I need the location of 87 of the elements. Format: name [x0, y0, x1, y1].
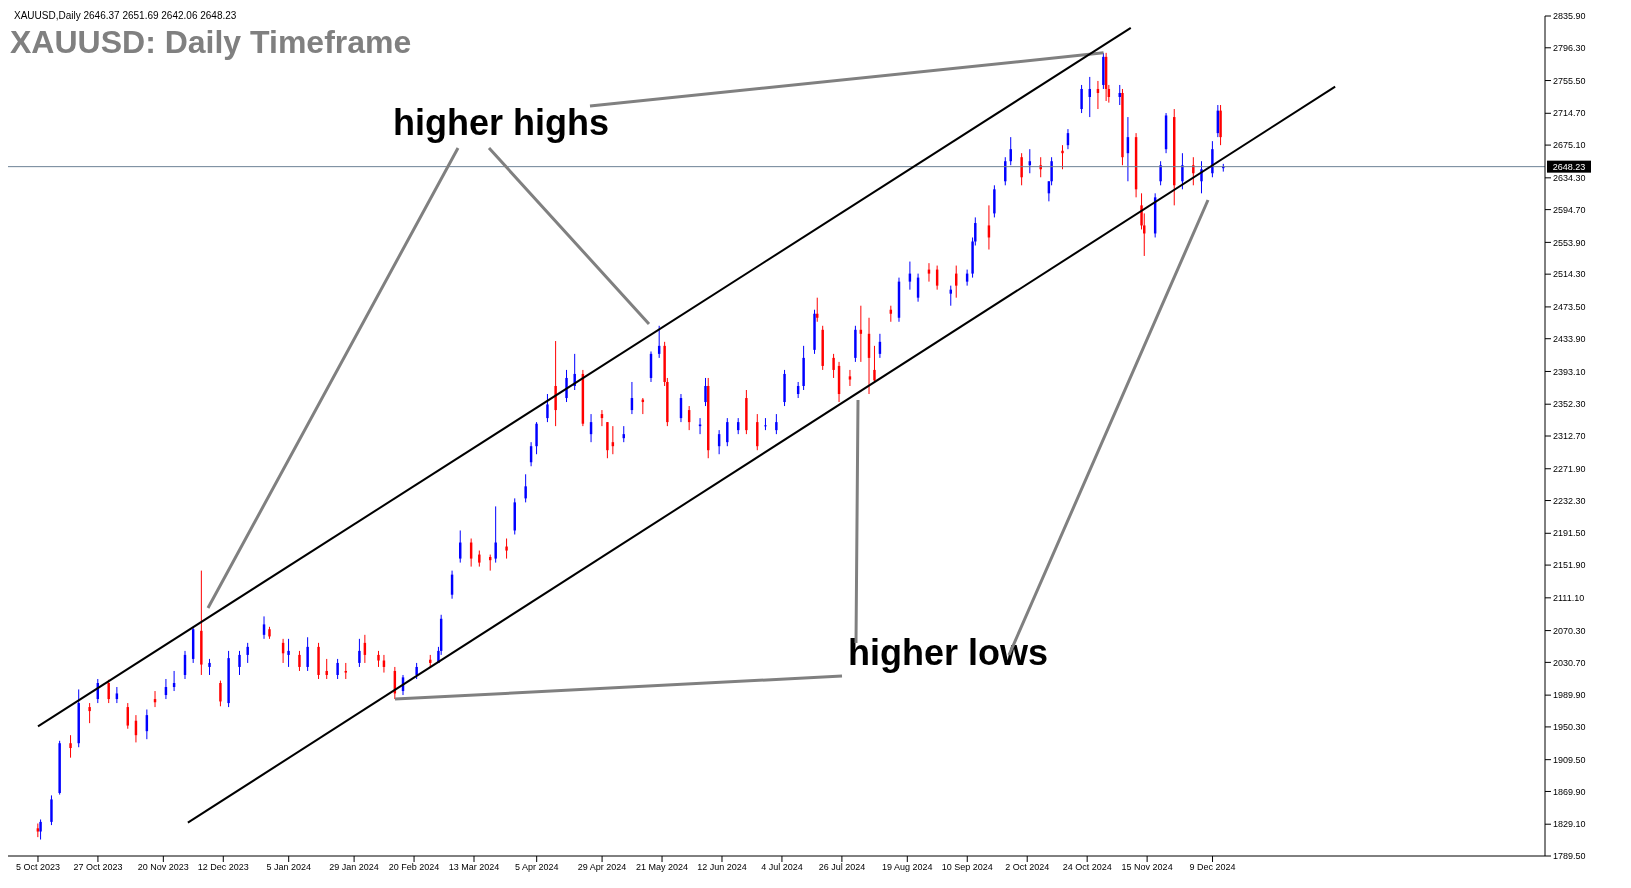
y-tick-label: 1989.90 [1553, 690, 1586, 701]
y-tick-label: 2151.90 [1553, 560, 1586, 571]
x-tick-label: 4 Jul 2024 [761, 862, 803, 873]
candlestick [298, 650, 301, 672]
candlestick [704, 377, 707, 407]
x-tick-label: 29 Apr 2024 [577, 862, 627, 873]
y-tick-label: 2352.30 [1553, 399, 1586, 410]
x-tick-label: 15 Nov 2024 [1121, 862, 1173, 873]
y-tick-label: 2473.50 [1553, 302, 1586, 313]
candlestick [325, 658, 328, 680]
candlestick [505, 538, 508, 560]
candlestick [832, 353, 835, 379]
candlestick [873, 345, 876, 383]
candlestick [764, 417, 767, 431]
y-tick-label: 1909.50 [1553, 754, 1586, 765]
y-tick-label: 2191.50 [1553, 528, 1586, 539]
y-tick-label: 2393.10 [1553, 366, 1586, 377]
x-tick-label: 19 Aug 2024 [882, 862, 933, 873]
x-tick-label: 21 May 2024 [636, 862, 689, 873]
x-tick-label: 24 Oct 2024 [1062, 862, 1112, 873]
x-tick-label: 9 Dec 2024 [1189, 862, 1236, 873]
candlestick [69, 734, 72, 759]
chart-title: XAUUSD: Daily Timeframe [10, 24, 412, 61]
x-tick-label: 12 Dec 2023 [197, 862, 249, 873]
y-tick-label: 2835.90 [1553, 11, 1586, 22]
candlestick [1039, 156, 1042, 178]
candlestick [1080, 84, 1083, 114]
x-tick-label: 5 Apr 2024 [514, 862, 559, 873]
candlestick [848, 369, 852, 387]
candlestick [565, 369, 568, 403]
y-tick-label: 1950.30 [1553, 722, 1586, 733]
candlestick [238, 650, 241, 676]
candlestick [1061, 144, 1064, 170]
candlestick [287, 638, 290, 668]
y-tick-label: 2675.10 [1553, 140, 1586, 151]
candlestick [546, 393, 549, 423]
candlestick [726, 417, 729, 447]
y-tick-label: 2271.90 [1553, 463, 1586, 474]
candlestick [1192, 156, 1195, 186]
y-tick-label: 2433.90 [1553, 333, 1586, 344]
candlestick [1200, 160, 1203, 194]
x-tick-label: 2 Oct 2024 [1005, 862, 1050, 873]
y-tick-label: 2312.70 [1553, 431, 1586, 442]
y-tick-label: 1869.90 [1553, 786, 1586, 797]
candlestick [336, 658, 339, 680]
candlestick [50, 794, 53, 826]
candlestick [1181, 152, 1184, 190]
y-tick-label: 2714.70 [1553, 108, 1586, 119]
x-tick-label: 5 Oct 2023 [15, 862, 60, 873]
x-tick-label: 20 Feb 2024 [388, 862, 440, 873]
y-tick-label: 2553.90 [1553, 237, 1586, 248]
y-tick-label: 2755.50 [1553, 75, 1586, 86]
x-tick-label: 27 Oct 2023 [73, 862, 123, 873]
candlestick [535, 421, 538, 455]
candlestick [219, 680, 222, 707]
x-tick-label: 10 Sep 2024 [941, 862, 993, 873]
chart-subtitle: XAUUSD,Daily 2646.37 2651.69 2642.06 2648.23 [14, 10, 237, 21]
y-tick-label: 2111.10 [1553, 593, 1585, 604]
y-tick-label: 2594.70 [1553, 204, 1586, 215]
y-tick-label: 2070.30 [1553, 625, 1586, 636]
y-tick-label: 2030.70 [1553, 657, 1586, 668]
y-tick-label: 2634.30 [1553, 173, 1586, 184]
y-tick-label: 1789.50 [1553, 851, 1586, 862]
y-tick-label: 2514.30 [1553, 269, 1586, 280]
candlestick [1004, 156, 1007, 186]
annotation: higher highs [393, 102, 609, 143]
x-tick-label: 29 Jan 2024 [329, 862, 379, 873]
annotation: higher lows [848, 632, 1049, 673]
candlestick [494, 505, 497, 564]
ref-line-label: 2648.23 [1552, 161, 1586, 172]
y-tick-label: 2796.30 [1553, 42, 1586, 53]
candlestick [306, 636, 309, 672]
candlestick [524, 473, 527, 503]
x-tick-label: 5 Jan 2024 [266, 862, 311, 873]
candlestick [775, 413, 778, 435]
x-tick-label: 26 Jul 2024 [818, 862, 866, 873]
candlestick [88, 702, 91, 724]
candlestick [1020, 152, 1023, 186]
candlestick [1159, 160, 1162, 186]
x-tick-label: 13 Mar 2024 [448, 862, 500, 873]
x-tick-label: 12 Jun 2024 [697, 862, 747, 873]
y-tick-label: 1829.10 [1553, 819, 1586, 830]
candlestick [573, 353, 576, 391]
x-tick-label: 20 Nov 2023 [137, 862, 189, 873]
y-tick-label: 2232.30 [1553, 495, 1586, 506]
candlestick [358, 638, 361, 668]
candlestick [246, 642, 249, 664]
